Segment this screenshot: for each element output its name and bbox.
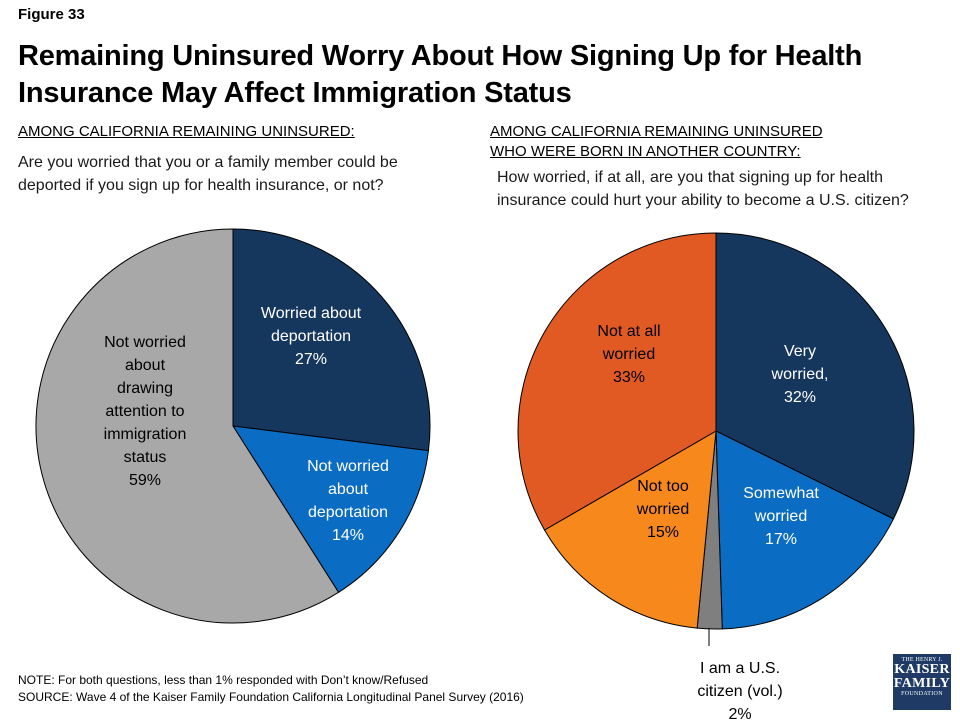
slice-label: Very worried, 32% (771, 343, 829, 406)
right-question: How worried, if at all, are you that sig… (497, 169, 909, 209)
slice-label: Not worried about deportation 14% (307, 458, 389, 544)
chart-title: Remaining Uninsured Worry About How Sign… (18, 40, 863, 109)
pie-slice (517, 232, 717, 531)
slice-label-line: citizen (vol.) (697, 683, 782, 700)
slice-label-line: Not too (637, 478, 689, 495)
slice-label-line: 15% (647, 524, 679, 541)
pie-slice (543, 430, 717, 629)
logo-line4: FOUNDATION (901, 691, 943, 697)
left-question: Are you worried that you or a family mem… (18, 154, 398, 194)
pie-slice (35, 228, 340, 624)
slice-label: Somewhat worried 17% (743, 485, 819, 548)
logo-line2: KAISER (894, 662, 950, 677)
slice-label-line: 2% (728, 706, 751, 720)
slice-label-line: about (125, 357, 166, 374)
pie-chart-deportation: Worried about deportation 27% Not worried ab… (35, 228, 431, 624)
pie-slice (715, 430, 895, 630)
slice-label-line: Worried about (261, 305, 362, 322)
logo-line1: THE HENRY J. (901, 657, 943, 663)
logo-line3: FAMILY (893, 676, 951, 691)
slice-label: Not at all worried 33% (597, 323, 660, 386)
slice-label: Not too worried 15% (636, 478, 689, 541)
pie-slice (715, 232, 915, 520)
slice-label-line: worried (636, 501, 689, 518)
slice-label-line: Somewhat (743, 485, 819, 502)
right-subhead-line2: WHO WERE BORN IN ANOTHER COUNTRY: (490, 143, 801, 160)
slice-label-line: deportation (308, 504, 388, 521)
slice-label-line: Not at all (597, 323, 660, 340)
slice-label-line: status (124, 449, 167, 466)
pie-chart-citizenship: Very worried, 32% Somewhat worried 17% I am a … (517, 232, 915, 720)
slice-label: Worried about deportation 27% (261, 305, 362, 368)
right-subhead: AMONG CALIFORNIA REMAINING UNINSURED WHO… (490, 122, 890, 162)
slice-label-line: Very (784, 343, 816, 360)
slice-label-line: 14% (332, 527, 364, 544)
slice-label-line: 17% (765, 531, 797, 548)
slice-label-line: Not worried (104, 334, 186, 351)
slice-label: Not worried about drawing attention to immig… (104, 334, 187, 489)
pie-slice (232, 425, 430, 594)
left-subhead: AMONG CALIFORNIA REMAINING UNINSURED: (18, 123, 355, 140)
slice-label-line: worried, (771, 366, 829, 383)
pie-slice (232, 228, 431, 452)
slice-label-line: I am a U.S. (700, 660, 780, 677)
slice-label-line: 32% (784, 389, 816, 406)
slice-label-line: attention to (105, 403, 184, 420)
slice-label-line: Not worried (307, 458, 389, 475)
slice-label: I am a U.S. citizen (vol.) 2% (697, 660, 782, 720)
source-text: SOURCE: Wave 4 of the Kaiser Family Foun… (18, 690, 524, 704)
slice-label-line: 59% (129, 472, 161, 489)
slice-label-line: 33% (613, 369, 645, 386)
slice-label-line: worried (602, 346, 655, 363)
slice-label-line: worried (754, 508, 807, 525)
figure-label: Figure 33 (18, 6, 85, 23)
slice-label-line: 27% (295, 351, 327, 368)
right-subhead-line1: AMONG CALIFORNIA REMAINING UNINSURED (490, 123, 823, 140)
slice-label-line: drawing (117, 380, 173, 397)
kff-logo: THE HENRY J. KAISER FAMILY FOUNDATION (893, 654, 951, 710)
note-text: NOTE: For both questions, less than 1% r… (18, 673, 429, 687)
slice-label-line: immigration (104, 426, 187, 443)
footer-notes: NOTE: For both questions, less than 1% r… (18, 672, 524, 706)
slice-label-line: about (328, 481, 369, 498)
slice-label-line: deportation (271, 328, 351, 345)
